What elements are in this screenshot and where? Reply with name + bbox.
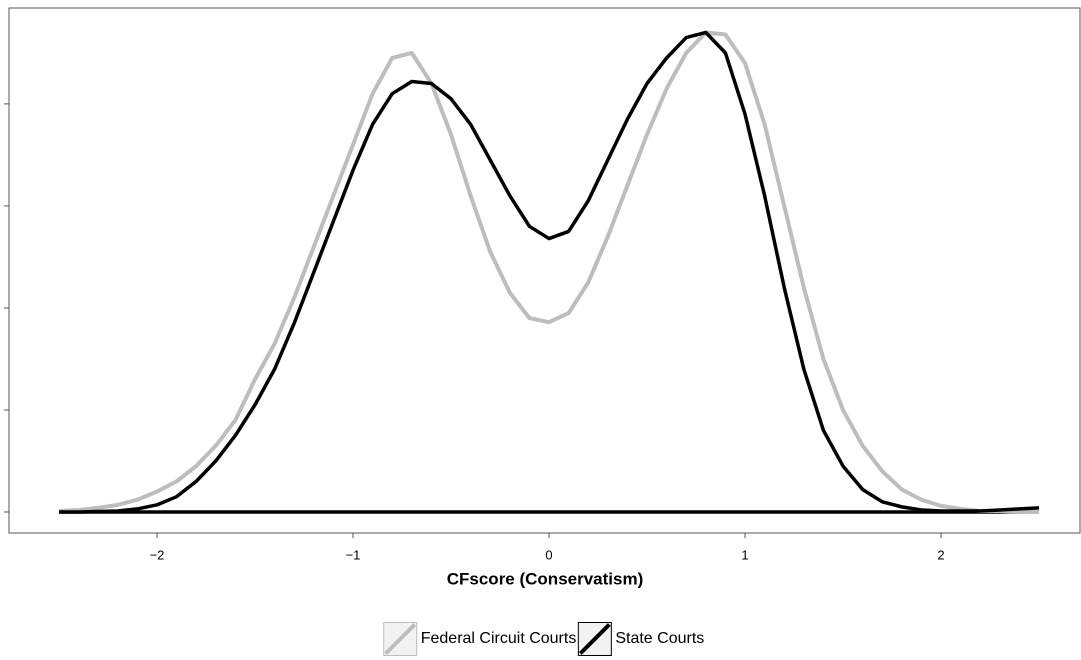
density-line xyxy=(58,30,1040,514)
plot-frame xyxy=(8,7,1081,534)
x-tick-label: −2 xyxy=(150,547,165,562)
x-tick-label: 1 xyxy=(741,547,748,562)
x-tick-label: 2 xyxy=(937,547,944,562)
x-tick-label: 0 xyxy=(545,547,552,562)
legend: Federal Circuit Courts State Courts xyxy=(383,622,704,656)
legend-key-line xyxy=(384,623,417,655)
legend-label: Federal Circuit Courts xyxy=(421,630,577,647)
legend-key-line xyxy=(578,623,611,655)
density-line xyxy=(58,30,1040,514)
legend-label: State Courts xyxy=(615,630,704,647)
x-axis-label: CFscore (Conservatism) xyxy=(447,569,644,588)
x-tick-label: −1 xyxy=(346,547,361,562)
